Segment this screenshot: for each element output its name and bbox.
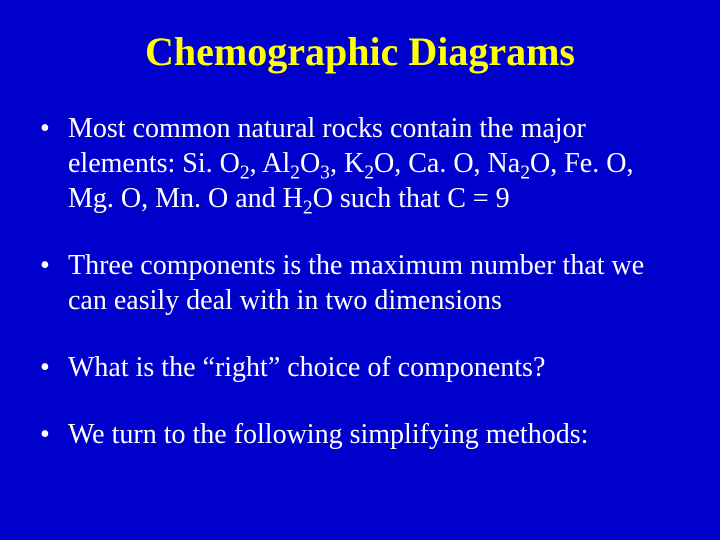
subscript: 2 [290, 163, 300, 184]
text-segment: O such that C = 9 [313, 183, 510, 214]
subscript: 2 [520, 163, 530, 184]
bullet-item: Most common natural rocks contain the ma… [36, 111, 684, 216]
bullet-item: We turn to the following simplifying met… [36, 417, 684, 452]
text-segment: , Al [250, 148, 290, 179]
bullet-item: Three components is the maximum number t… [36, 248, 684, 318]
subscript: 3 [320, 163, 330, 184]
text-segment: Three components is the maximum number t… [68, 250, 644, 316]
text-segment: O [300, 148, 320, 179]
bullet-item: What is the “right” choice of components… [36, 350, 684, 385]
text-segment: O, Ca. O, Na [374, 148, 520, 179]
text-segment: We turn to the following simplifying met… [68, 419, 588, 450]
subscript: 2 [303, 198, 313, 219]
bullet-list: Most common natural rocks contain the ma… [36, 111, 684, 452]
text-segment: , K [330, 148, 364, 179]
slide-title: Chemographic Diagrams [36, 28, 684, 75]
subscript: 2 [364, 163, 374, 184]
subscript: 2 [240, 163, 250, 184]
text-segment: What is the “right” choice of components… [68, 352, 545, 383]
